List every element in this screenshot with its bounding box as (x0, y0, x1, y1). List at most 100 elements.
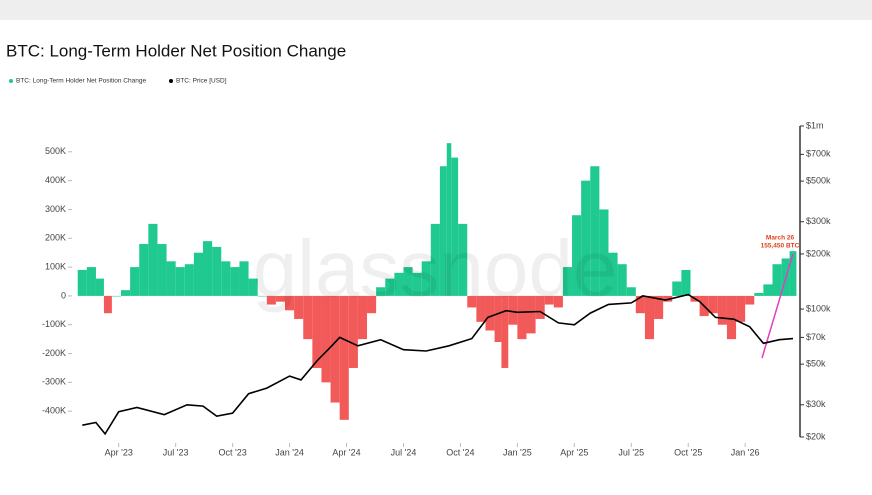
net-position-bar (193, 252, 204, 296)
y-tick-label: -100K (42, 319, 66, 329)
net-position-bar (148, 223, 158, 296)
net-position-bar (312, 295, 322, 368)
net-position-bar (599, 209, 609, 296)
net-position-bar (789, 251, 797, 296)
y2-tick-label: $700k (806, 149, 831, 159)
net-position-bar (526, 295, 536, 334)
y2-tick-label: $20k (806, 431, 826, 441)
net-position-bar (357, 295, 368, 340)
net-position-bar (376, 287, 386, 296)
x-tick-label: Jan '25 (503, 447, 532, 457)
net-position-bar (412, 272, 422, 296)
net-position-bar (458, 223, 468, 296)
net-position-bar (139, 244, 149, 296)
net-position-bar (451, 157, 459, 296)
net-position-bar (681, 269, 691, 296)
net-position-bar (553, 295, 563, 308)
net-position-bar (708, 295, 718, 314)
net-position-bar (103, 295, 112, 314)
net-position-bar (494, 295, 502, 343)
net-position-bar (772, 264, 782, 296)
net-position-bar (508, 295, 518, 325)
net-position-bar (572, 215, 582, 296)
y-tick-label: 100K (45, 261, 66, 271)
y-tick-label: -400K (42, 406, 66, 416)
x-tick-label: Apr '24 (332, 447, 360, 457)
y-tick-label: 500K (45, 146, 66, 156)
net-position-bar (294, 295, 304, 319)
net-position-bar (303, 295, 313, 340)
y-tick-label: 400K (45, 175, 66, 185)
net-position-bar (726, 295, 737, 340)
net-position-bar (111, 295, 122, 297)
x-tick-label: Oct '23 (219, 447, 247, 457)
net-position-bar (644, 295, 655, 340)
net-position-bar (121, 290, 131, 296)
net-position-bar (77, 269, 87, 296)
net-position-bar (517, 295, 527, 340)
net-position-bar (184, 264, 194, 296)
legend-swatch (169, 79, 173, 83)
net-position-bar (635, 295, 645, 314)
net-position-bar (608, 252, 618, 296)
annotation-label: 155,450 BTC (761, 243, 800, 250)
net-position-bar (95, 278, 104, 296)
y2-tick-label: $70k (806, 332, 826, 342)
x-tick-label: Jul '25 (618, 447, 644, 457)
chart-title: BTC: Long-Term Holder Net Position Chang… (6, 41, 346, 60)
top-bar (0, 0, 872, 20)
x-tick-label: Jul '23 (163, 447, 189, 457)
x-tick-label: Jan '26 (731, 447, 760, 457)
net-position-bar (476, 295, 486, 322)
net-position-bar (501, 295, 509, 368)
net-position-bar (672, 281, 682, 296)
y-tick-label: 200K (45, 233, 66, 243)
net-position-bar (590, 166, 600, 296)
net-position-bar (467, 295, 477, 308)
net-position-bar (230, 267, 240, 296)
net-position-bar (626, 287, 636, 296)
net-position-bar (745, 295, 755, 305)
net-position-bar (446, 143, 452, 296)
net-position-bar (763, 284, 773, 296)
x-tick-label: Oct '24 (446, 447, 474, 457)
net-position-bar (754, 293, 764, 296)
watermark: glassnode (253, 224, 618, 313)
x-tick-label: Apr '23 (105, 447, 133, 457)
net-position-bar (581, 180, 591, 296)
net-position-bar (654, 295, 664, 319)
net-position-bar (203, 241, 213, 296)
y2-tick-label: $1m (806, 120, 824, 130)
annotation-date: March 26 (766, 235, 795, 242)
legend-entry: BTC: Price [USD] (176, 78, 227, 85)
y-tick-label: 0 (61, 290, 66, 300)
y-tick-label: 300K (45, 204, 66, 214)
y2-tick-label: $30k (806, 399, 826, 409)
net-position-bar (348, 295, 358, 368)
net-position-bar (562, 267, 573, 296)
net-position-bar (157, 244, 167, 296)
net-position-bar (239, 261, 249, 296)
x-tick-label: Oct '25 (674, 447, 702, 457)
net-position-bar (257, 295, 267, 297)
net-position-bar (367, 295, 377, 314)
y2-tick-label: $500k (806, 175, 831, 185)
net-position-bar (394, 272, 404, 296)
net-position-bar (421, 261, 431, 296)
net-position-bar (212, 246, 222, 296)
x-tick-label: Apr '25 (560, 447, 588, 457)
x-tick-label: Jul '24 (391, 447, 417, 457)
net-position-bar (266, 295, 276, 305)
net-position-bar (166, 261, 176, 296)
net-position-bar (736, 295, 746, 322)
y2-tick-label: $300k (806, 216, 831, 226)
net-position-bar (221, 261, 231, 296)
y-tick-label: -200K (42, 348, 66, 358)
net-position-bar (321, 295, 331, 383)
price-line (82, 293, 794, 436)
trend-line (761, 253, 794, 359)
net-position-bar (130, 267, 140, 296)
net-position-bar (248, 278, 258, 296)
net-position-bar (439, 166, 447, 296)
